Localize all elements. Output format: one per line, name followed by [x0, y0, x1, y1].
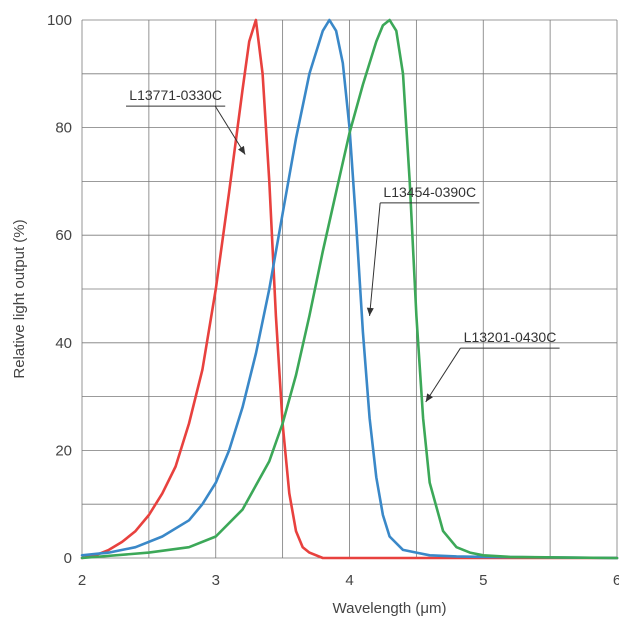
y-tick-label: 100 — [47, 12, 72, 29]
callout-label-3: L13201-0430C — [464, 329, 557, 345]
callout-label-1: L13771-0330C — [129, 87, 222, 103]
x-tick-label: 6 — [613, 572, 619, 589]
callouts: L13771-0330C L13454-0390C L13201-0430C — [126, 87, 560, 403]
callout-leader-2 — [369, 202, 381, 316]
y-tick-label: 60 — [55, 227, 72, 244]
y-tick-label: 80 — [55, 120, 72, 137]
y-axis-title: Relative light output (%) — [11, 219, 28, 378]
callout-arrowhead-3 — [425, 393, 434, 402]
y-tick-label: 20 — [55, 442, 72, 459]
y-tick-label: 0 — [64, 550, 72, 567]
x-tick-label: 5 — [479, 572, 487, 589]
x-axis-title: Wavelength (μm) — [333, 600, 447, 617]
series-line-2 — [80, 18, 619, 560]
callout-leader-3 — [425, 347, 461, 403]
callout-arrowhead-1 — [237, 145, 246, 155]
x-tick-label: 3 — [212, 572, 220, 589]
series-line-3 — [80, 18, 619, 560]
callout-leader-1 — [214, 105, 246, 155]
series-line-1 — [80, 18, 619, 560]
callout-arrowhead-2 — [366, 307, 374, 316]
callout-label-2: L13454-0390C — [383, 184, 476, 200]
x-tick-label: 4 — [345, 572, 353, 589]
y-tick-label: 40 — [55, 335, 72, 352]
series-lines — [80, 18, 619, 560]
x-tick-label: 2 — [78, 572, 86, 589]
